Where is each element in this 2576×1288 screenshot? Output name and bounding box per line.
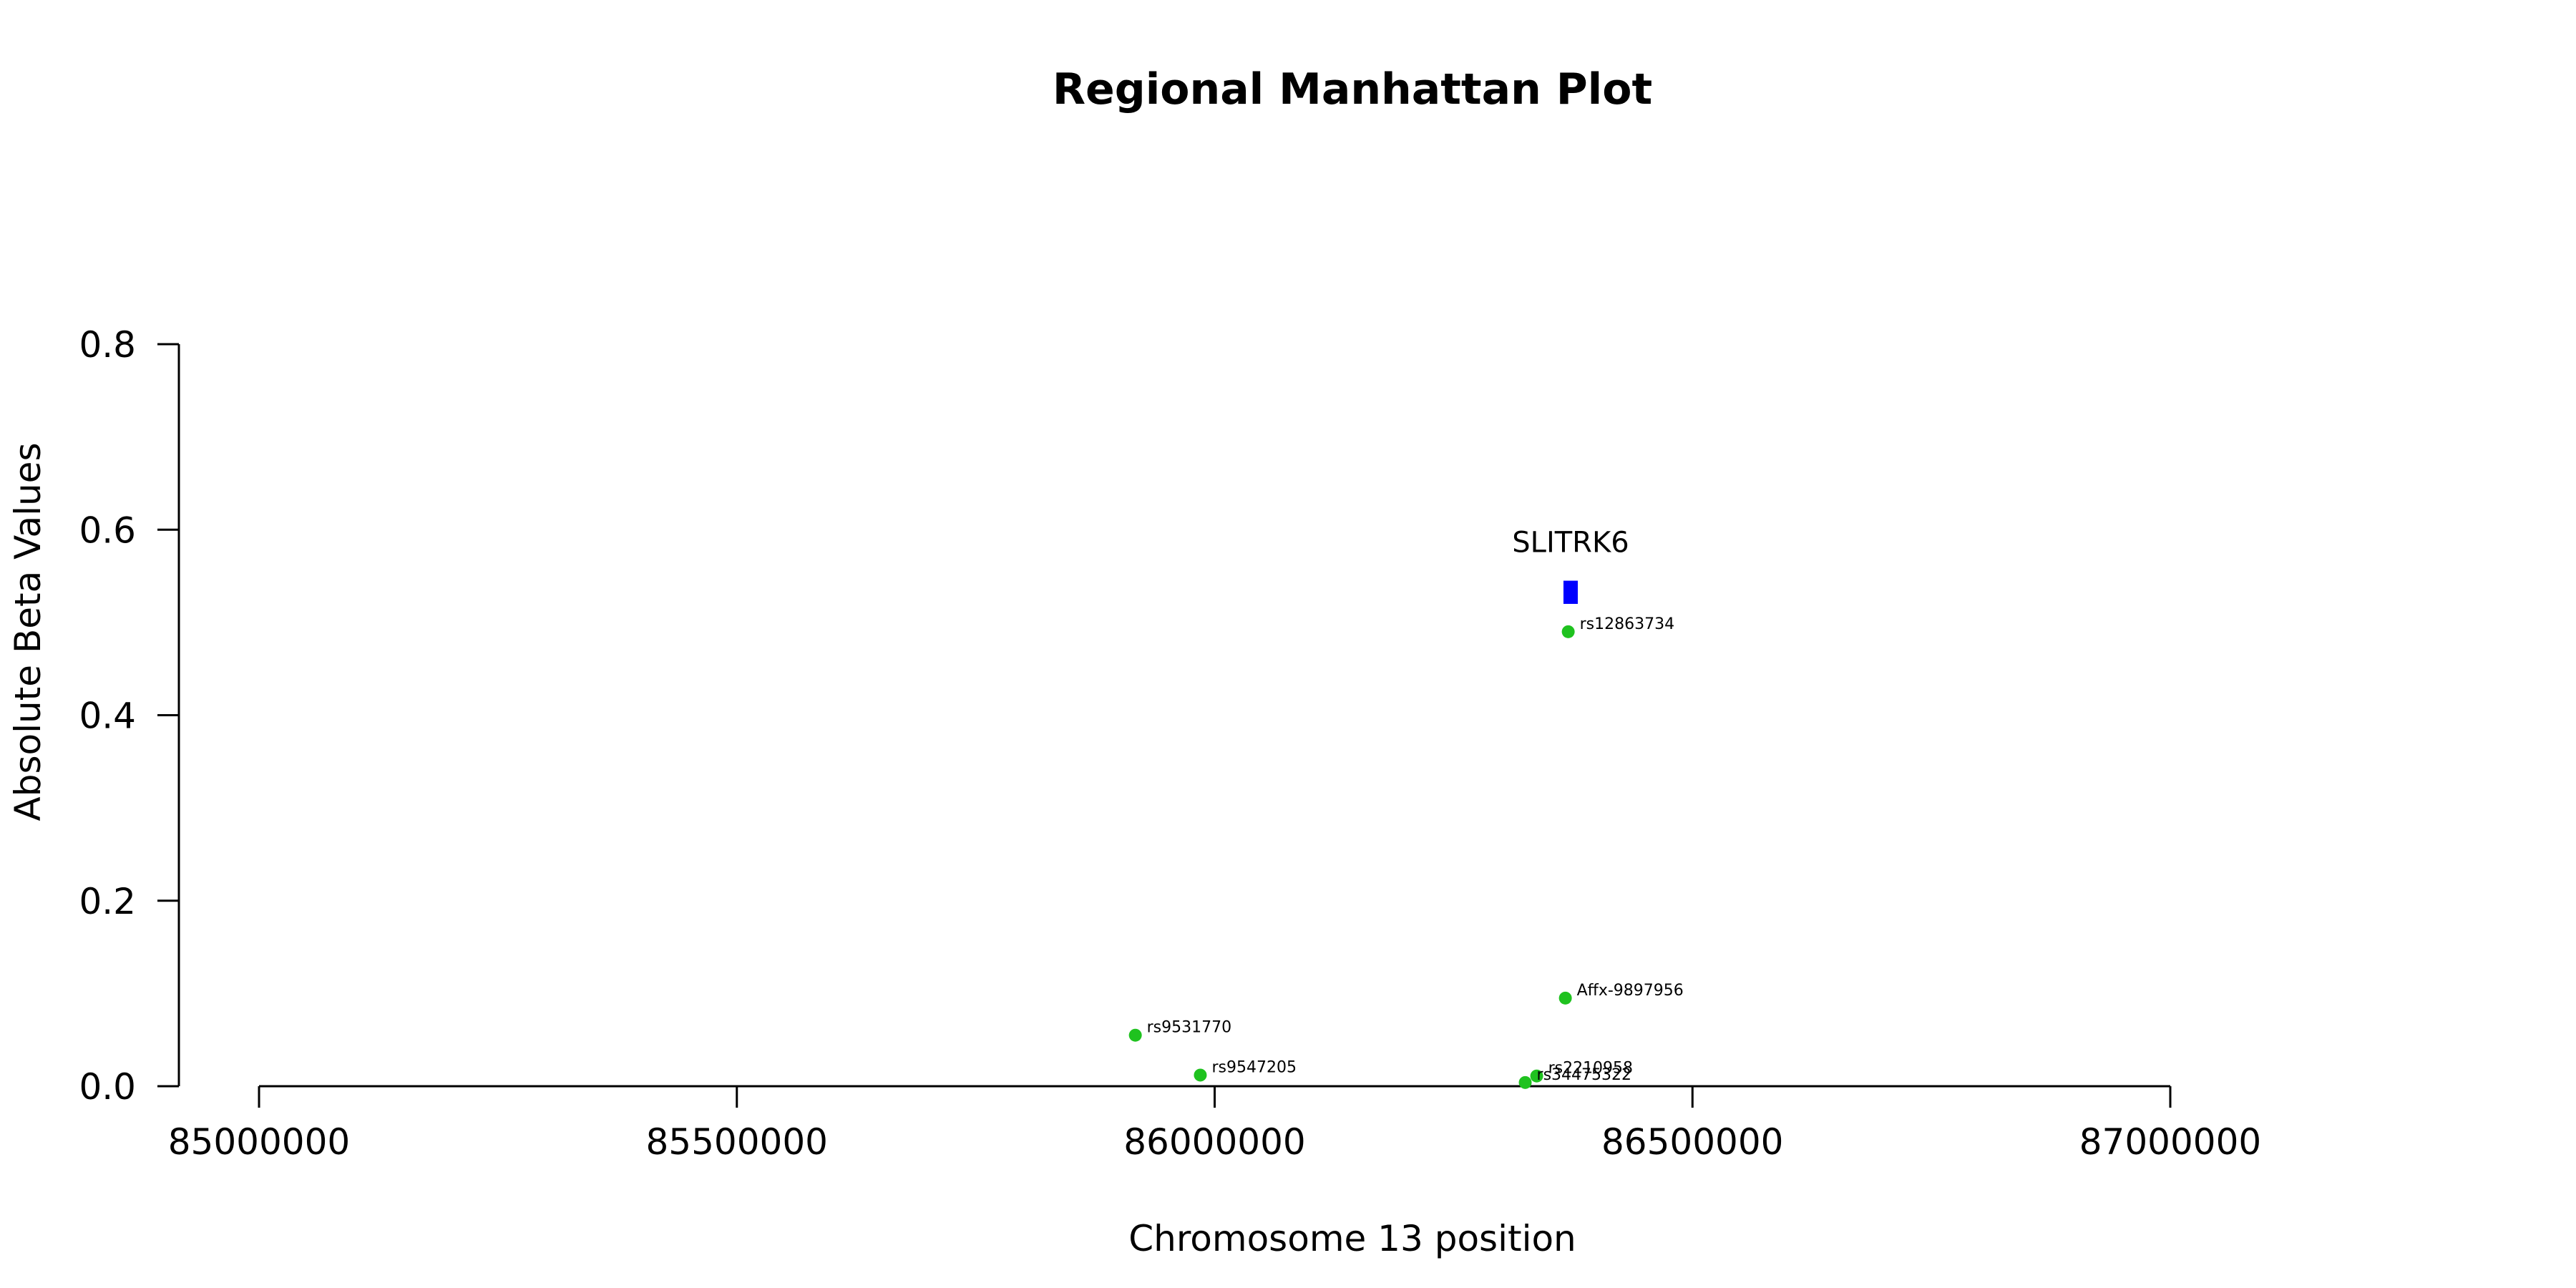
y-tick-label: 0.4: [79, 696, 136, 737]
x-tick-label: 85500000: [646, 1121, 829, 1163]
y-axis-label: Absolute Beta Values: [7, 443, 49, 821]
gene-layer: SLITRK6: [1512, 527, 1629, 604]
y-tick-label: 0.6: [79, 509, 136, 551]
y-tick-label: 0.0: [79, 1066, 136, 1108]
y-tick-label: 0.2: [79, 881, 136, 922]
x-tick-label: 86000000: [1123, 1121, 1306, 1163]
snp-label: rs9531770: [1147, 1019, 1232, 1037]
gene-label: SLITRK6: [1512, 527, 1629, 560]
x-tick-label: 87000000: [2079, 1121, 2262, 1163]
snp-label: Affx-9897956: [1577, 982, 1684, 1000]
snp-point: [1530, 1069, 1543, 1083]
snp-label: rs12863734: [1580, 615, 1674, 633]
snp-point: [1128, 1028, 1142, 1042]
gene-box: [1563, 580, 1578, 604]
snp-label: rs34475322: [1537, 1066, 1631, 1084]
chart-title: Regional Manhattan Plot: [1053, 64, 1652, 114]
axes: 85000000 85500000 86000000 86500000 87000000…: [79, 324, 2261, 1163]
snp-point: [1558, 991, 1572, 1005]
snp-label: rs9547205: [1211, 1058, 1297, 1076]
snp-label: rs2210958: [1548, 1060, 1634, 1078]
snp-point: [1518, 1075, 1532, 1089]
y-tick-label: 0.8: [79, 324, 136, 366]
snp-point: [1561, 625, 1575, 638]
x-tick-label: 86500000: [1601, 1121, 1784, 1163]
points-layer: rs12863734 Affx-9897956 rs9531770 rs9547205…: [1128, 615, 1684, 1089]
snp-point: [1194, 1068, 1207, 1082]
x-axis-label: Chromosome 13 position: [1128, 1218, 1576, 1259]
x-tick-label: 85000000: [168, 1121, 351, 1163]
